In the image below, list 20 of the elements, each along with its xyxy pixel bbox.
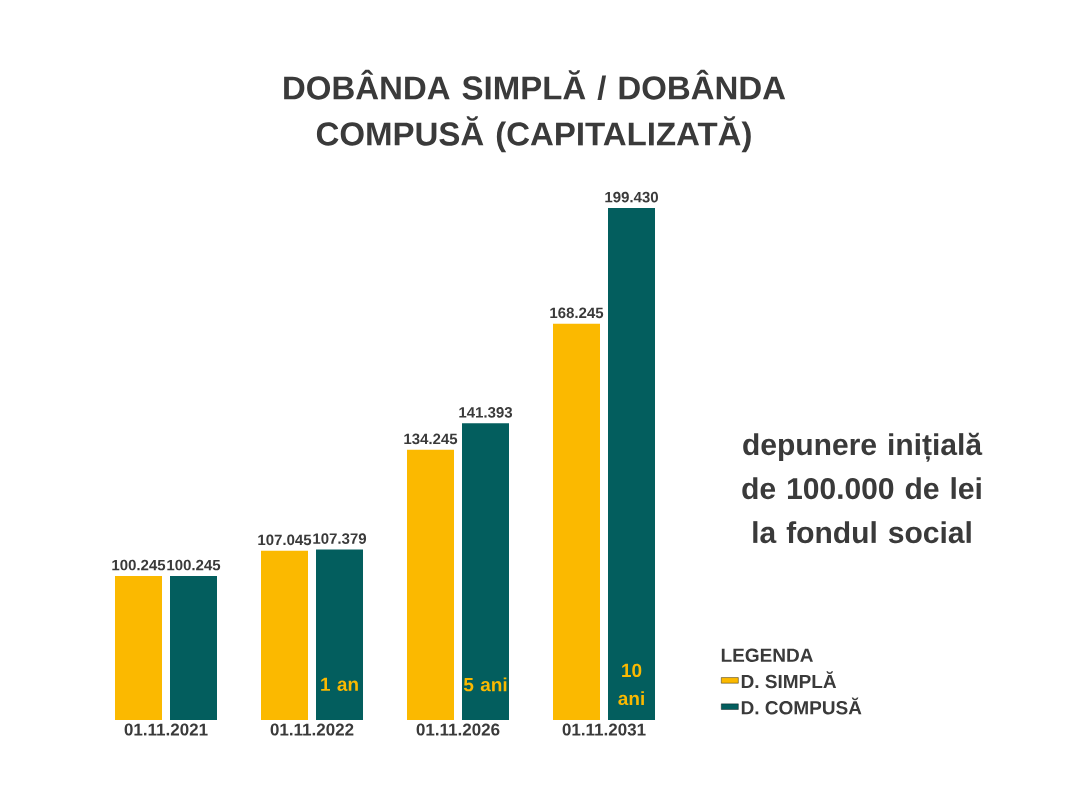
annotation: 1 an	[321, 677, 358, 692]
data-label: 199.430	[605, 191, 658, 203]
data-label: 100.245	[112, 559, 166, 571]
annotation: 10 ani	[618, 663, 644, 706]
data-label: 100.245	[167, 559, 221, 571]
chart-title: DOBÂNDA SIMPLĂ / DOBÂNDA COMPUSĂ (CAPITALIZATĂ)	[284, 69, 786, 153]
data-label: 107.379	[313, 533, 367, 544]
legend-title: LEGENDA	[721, 648, 813, 662]
data-label: 134.245	[404, 433, 458, 445]
annotation: 5 ani	[463, 677, 507, 692]
x-tick-label: 01.11.2022	[270, 723, 354, 736]
data-label: 168.245	[550, 307, 604, 319]
data-label: 107.045	[258, 534, 312, 546]
x-tick-label: 01.11.2026	[416, 723, 500, 736]
text: depunere inițială de 100.000 de lei la fondul social	[742, 432, 983, 544]
x-tick-label: 01.11.2021	[124, 723, 208, 736]
legend-label: D. COMPUSĂ	[741, 697, 862, 715]
x-tick-label: 01.11.2031	[562, 723, 646, 736]
data-label: 141.393	[459, 407, 513, 418]
legend-label: D. SIMPLĂ	[741, 671, 837, 689]
